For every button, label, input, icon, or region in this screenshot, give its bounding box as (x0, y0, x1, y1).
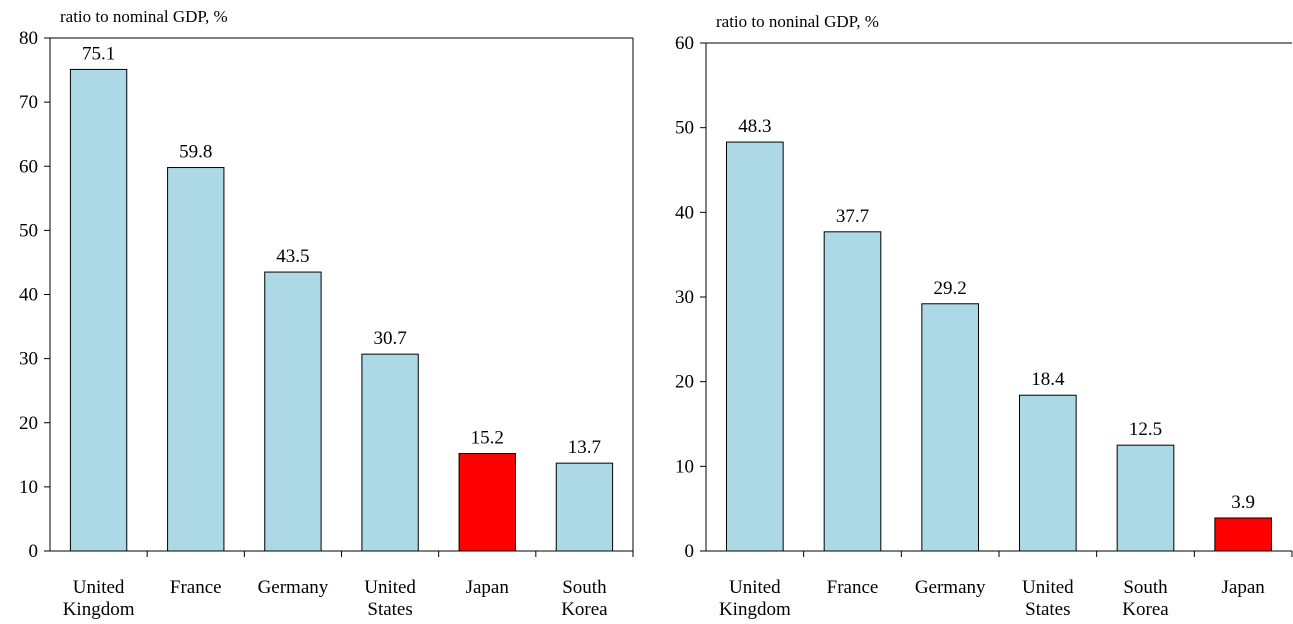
y-axis-label: ratio to nominal GDP, % (60, 7, 228, 26)
value-label: 37.7 (836, 206, 869, 227)
x-tick-label: Germany (915, 577, 986, 598)
bar (1116, 444, 1175, 552)
y-tick-label: 10 (675, 456, 694, 477)
x-tick-label: France (827, 577, 879, 598)
y-tick-label: 20 (19, 413, 38, 434)
y-tick-label: 40 (675, 202, 694, 223)
y-tick-label: 10 (19, 477, 38, 498)
x-tick-label: France (170, 577, 222, 598)
value-label: 30.7 (373, 328, 406, 349)
x-tick-label: Japan (466, 577, 510, 598)
x-tick-label: Japan (1222, 577, 1266, 598)
bar (361, 353, 419, 552)
y-tick-label: 40 (19, 285, 38, 306)
bar (69, 68, 128, 552)
x-tick-label: South Korea (561, 577, 608, 620)
bar (167, 167, 225, 552)
value-label: 18.4 (1031, 369, 1065, 390)
x-tick-label: United Kingdom (719, 577, 791, 620)
bar (555, 462, 614, 552)
x-tick-label: United Kingdom (63, 577, 135, 620)
value-label: 48.3 (738, 116, 771, 137)
y-tick-label: 30 (675, 287, 694, 308)
bar (823, 231, 882, 552)
value-label: 15.2 (471, 428, 504, 449)
value-label: 59.8 (179, 142, 212, 163)
bar (726, 141, 784, 552)
value-label: 13.7 (568, 437, 601, 458)
bar (458, 453, 516, 552)
bar (921, 303, 979, 552)
y-tick-label: 70 (19, 92, 38, 113)
x-tick-label: South Korea (1122, 577, 1169, 620)
y-tick-label: 0 (685, 541, 695, 562)
value-label: 3.9 (1231, 492, 1255, 513)
x-tick-label: United States (1022, 577, 1074, 620)
bar (1214, 517, 1272, 552)
y-tick-label: 20 (675, 372, 694, 393)
value-label: 75.1 (82, 43, 115, 64)
y-tick-label: 80 (19, 28, 38, 49)
y-tick-label: 50 (19, 220, 38, 241)
y-tick-label: 60 (675, 33, 694, 54)
y-axis-label: ratio to noninal GDP, % (716, 12, 879, 31)
y-tick-label: 60 (19, 156, 38, 177)
bar (264, 271, 322, 552)
value-label: 43.5 (276, 246, 309, 267)
y-tick-label: 0 (29, 541, 39, 562)
x-tick-label: United States (364, 577, 416, 620)
x-tick-label: Germany (258, 577, 329, 598)
bar (1019, 394, 1077, 552)
y-tick-label: 30 (19, 349, 38, 370)
value-label: 12.5 (1129, 419, 1162, 440)
value-label: 29.2 (934, 278, 967, 299)
y-tick-label: 50 (675, 118, 694, 139)
